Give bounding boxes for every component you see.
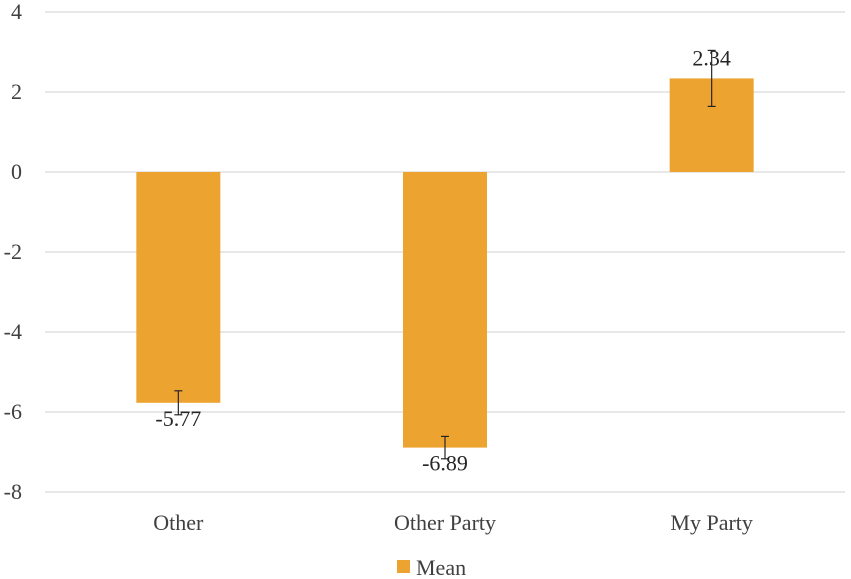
error-bars [174,49,716,460]
error-bar [174,390,183,416]
legend-label: Mean [416,555,466,579]
y-tick-label: -2 [4,239,22,264]
y-tick-label: 2 [11,79,22,104]
data-label: -6.89 [422,451,468,476]
y-tick-label: -8 [4,479,22,504]
bar [136,172,221,403]
x-tick-label: Other Party [394,510,496,535]
y-tick-label: 0 [11,159,22,184]
y-tick-label: 4 [11,0,22,24]
legend: Mean [397,555,466,579]
x-tick-label: My Party [670,510,753,535]
y-tick-label: -4 [4,319,22,344]
y-axis-ticks: 4 2 0 -2 -4 -6 -8 [4,0,22,504]
error-bar [707,49,716,108]
data-labels: -5.77 -6.89 2.34 [155,45,730,475]
bar [403,172,487,448]
data-label: 2.34 [692,45,731,70]
data-label: -5.77 [155,406,201,431]
y-tick-label: -6 [4,399,22,424]
legend-swatch [397,560,410,573]
x-axis-ticks: Other Other Party My Party [153,510,753,535]
error-bar [441,435,449,460]
bars [136,78,754,448]
x-tick-label: Other [153,510,204,535]
